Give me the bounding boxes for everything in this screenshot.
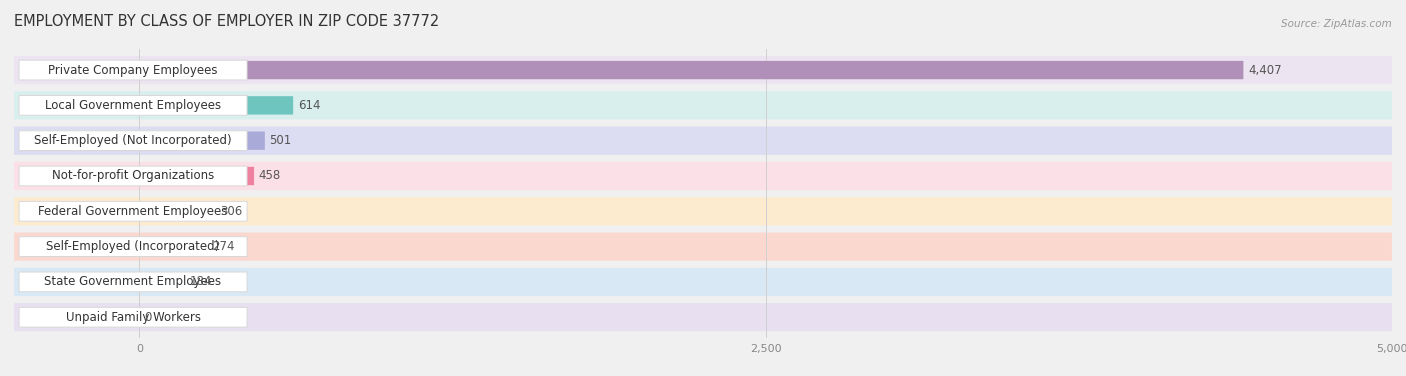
FancyBboxPatch shape: [20, 96, 247, 115]
Text: 274: 274: [212, 240, 235, 253]
FancyBboxPatch shape: [139, 202, 217, 220]
FancyBboxPatch shape: [14, 197, 1392, 226]
Text: 184: 184: [190, 275, 212, 288]
Text: Unpaid Family Workers: Unpaid Family Workers: [66, 311, 201, 324]
FancyBboxPatch shape: [20, 272, 247, 292]
FancyBboxPatch shape: [14, 127, 1392, 155]
Text: State Government Employees: State Government Employees: [45, 275, 222, 288]
FancyBboxPatch shape: [20, 131, 247, 150]
FancyBboxPatch shape: [139, 167, 254, 185]
FancyBboxPatch shape: [20, 237, 247, 256]
FancyBboxPatch shape: [14, 56, 1392, 84]
FancyBboxPatch shape: [20, 307, 247, 327]
FancyBboxPatch shape: [14, 91, 1392, 120]
Text: Not-for-profit Organizations: Not-for-profit Organizations: [52, 170, 214, 182]
FancyBboxPatch shape: [20, 166, 247, 186]
Text: Private Company Employees: Private Company Employees: [48, 64, 218, 77]
FancyBboxPatch shape: [20, 60, 247, 80]
FancyBboxPatch shape: [14, 162, 1392, 190]
Text: EMPLOYMENT BY CLASS OF EMPLOYER IN ZIP CODE 37772: EMPLOYMENT BY CLASS OF EMPLOYER IN ZIP C…: [14, 14, 439, 29]
Text: 4,407: 4,407: [1249, 64, 1281, 77]
FancyBboxPatch shape: [139, 237, 208, 256]
Text: Local Government Employees: Local Government Employees: [45, 99, 221, 112]
Text: 501: 501: [270, 134, 291, 147]
Text: 306: 306: [221, 205, 243, 218]
FancyBboxPatch shape: [139, 61, 1243, 79]
Text: 0: 0: [143, 311, 152, 324]
FancyBboxPatch shape: [139, 273, 186, 291]
Text: Self-Employed (Incorporated): Self-Employed (Incorporated): [46, 240, 219, 253]
FancyBboxPatch shape: [14, 232, 1392, 261]
Text: 614: 614: [298, 99, 321, 112]
FancyBboxPatch shape: [14, 303, 1392, 331]
Text: Source: ZipAtlas.com: Source: ZipAtlas.com: [1281, 19, 1392, 29]
FancyBboxPatch shape: [14, 268, 1392, 296]
FancyBboxPatch shape: [139, 132, 264, 150]
FancyBboxPatch shape: [20, 202, 247, 221]
FancyBboxPatch shape: [139, 96, 292, 115]
Text: Self-Employed (Not Incorporated): Self-Employed (Not Incorporated): [34, 134, 232, 147]
Text: Federal Government Employees: Federal Government Employees: [38, 205, 228, 218]
Text: 458: 458: [259, 170, 281, 182]
